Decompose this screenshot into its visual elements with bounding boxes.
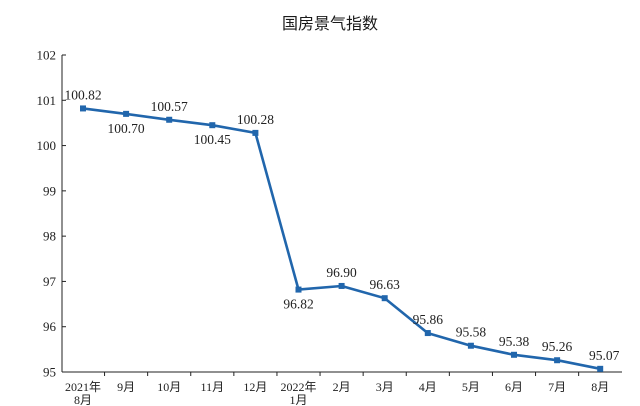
series-line: [82, 107, 601, 371]
x-tick-label: 4月: [419, 380, 437, 394]
x-tick-label: 6月: [505, 380, 523, 394]
y-tick-label: 98: [43, 229, 56, 244]
data-point: [166, 116, 173, 123]
data-labels: 100.82 100.70 100.57 100.45 100.28 96.82 96.90…: [64, 87, 619, 362]
y-tick-label: 97: [43, 274, 57, 289]
y-tick-label: 99: [43, 183, 56, 198]
data-label: 96.63: [370, 277, 401, 292]
x-tick-label: 2月: [333, 380, 351, 394]
x-tick-label: 3月: [376, 380, 394, 394]
x-tick-label: 11月: [201, 380, 225, 394]
x-tick-label: 5月: [462, 380, 480, 394]
x-tick-label: 8月: [591, 380, 609, 394]
data-point: [123, 110, 130, 117]
y-tick-label: 101: [37, 93, 57, 108]
data-point: [554, 357, 561, 364]
data-point: [424, 330, 431, 337]
data-label: 95.38: [499, 334, 530, 349]
data-label: 95.07: [589, 348, 620, 363]
data-label: 100.57: [151, 99, 188, 114]
x-tick-label: 9月: [117, 380, 135, 394]
y-tick-label: 96: [43, 319, 57, 334]
y-tick-label: 100: [37, 138, 57, 153]
data-label: 95.58: [456, 325, 487, 340]
data-point: [597, 365, 604, 372]
data-label: 95.86: [413, 312, 444, 327]
data-point: [209, 122, 216, 129]
data-label: 100.70: [108, 121, 145, 136]
x-tick-label: 2022年: [280, 380, 316, 394]
y-tick-label: 102: [37, 48, 57, 63]
data-label: 95.26: [542, 339, 573, 354]
data-label: 100.28: [237, 112, 274, 127]
data-point: [338, 282, 345, 289]
data-point: [381, 295, 388, 302]
x-tick-label: 10月: [157, 380, 181, 394]
data-point: [295, 286, 302, 293]
data-point: [80, 105, 86, 112]
data-label: 96.82: [283, 297, 313, 312]
data-point: [511, 351, 517, 358]
data-label: 100.82: [64, 87, 101, 102]
y-tick-label: 95: [43, 365, 56, 380]
data-label: 100.45: [194, 132, 231, 147]
data-point: [467, 342, 474, 349]
y-axis-ticks: 95 96 97 98 99 100 101 102: [37, 48, 66, 380]
x-tick-label: 7月: [548, 380, 566, 394]
data-point: [252, 129, 259, 136]
x-tick-label: 8月: [74, 393, 92, 406]
data-label: 96.90: [326, 265, 357, 280]
x-tick-label: 12月: [243, 380, 267, 394]
x-tick-label: 1月: [289, 393, 307, 406]
data-points: [80, 105, 604, 372]
chart-title: 国房景气指数: [282, 14, 378, 33]
x-tick-label: 2021年: [65, 380, 101, 394]
